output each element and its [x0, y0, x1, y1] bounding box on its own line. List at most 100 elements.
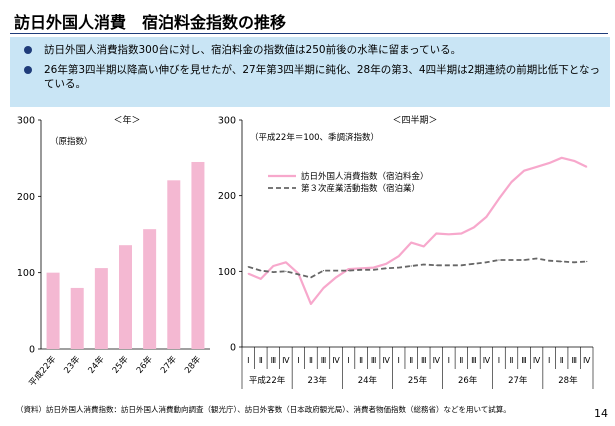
year-label: 26年: [458, 375, 478, 386]
bar-平成22年: [46, 272, 60, 349]
series-2-point: [448, 264, 450, 266]
bar-x-tick-label: 23年: [62, 353, 83, 375]
series-2-point: [347, 269, 350, 272]
line-y-tick-label: 0: [230, 343, 236, 354]
series-1-point: [247, 273, 249, 275]
series-2-point: [247, 266, 249, 268]
quarter-label: Ⅰ: [548, 356, 550, 365]
series-1-point: [347, 268, 350, 270]
summary-bullet-1: 訪日外国人消費指数300台に対し、宿泊料金の指数値は250前後の水準に留まってい…: [24, 43, 602, 57]
series-2-point: [573, 261, 575, 263]
series-1-point: [260, 278, 262, 280]
bar-y-tick-label: 0: [29, 345, 35, 356]
series-1-point: [460, 232, 462, 235]
quarter-label: Ⅲ: [321, 356, 327, 365]
series-line-2: [248, 257, 587, 279]
series-2-point: [410, 265, 412, 267]
series-1-point: [385, 263, 387, 265]
bar-26年: [143, 229, 157, 349]
page-title: 訪日外国人消費 宿泊料金指数の推移: [14, 13, 287, 32]
series-1-point: [285, 261, 287, 263]
bar-x-tick-label: 26年: [134, 353, 155, 375]
quarter-label: Ⅰ: [498, 356, 500, 365]
line-y-tick-label: 200: [218, 191, 236, 202]
quarter-label: Ⅲ: [571, 356, 577, 365]
bar-x-tick-label: 28年: [182, 353, 203, 375]
quarter-label: Ⅰ: [347, 356, 349, 365]
series-2-point: [548, 260, 550, 262]
series-1-point: [360, 267, 362, 269]
series-2-point: [398, 266, 400, 269]
year-label: 27年: [508, 375, 528, 386]
series-2-point: [310, 276, 312, 278]
series-1-point: [310, 303, 312, 305]
quarter-label: Ⅱ: [560, 356, 564, 365]
quarter-label: Ⅲ: [371, 356, 377, 365]
quarter-label: Ⅱ: [459, 356, 463, 365]
bar-chart-title: ＜年＞: [113, 114, 140, 126]
year-label: 28年: [558, 375, 578, 386]
series-2-point: [535, 257, 538, 260]
year-label: 24年: [358, 375, 378, 386]
series-1-point: [373, 266, 375, 269]
summary-bullet-2: 26年第3四半期以降高い伸びを見せたが、27年第3四半期に鈍化、28年の第3、4…: [24, 63, 602, 91]
quarter-label: Ⅱ: [259, 356, 263, 365]
bar-25年: [119, 245, 132, 349]
series-2-point: [297, 273, 300, 275]
legend-label-2: 第３次産業活動指数（宿泊業）: [301, 183, 420, 194]
quarter-label: Ⅰ: [448, 356, 450, 365]
bar-23年: [70, 287, 84, 349]
quarter-label: Ⅰ: [297, 356, 299, 365]
page-number: 14: [594, 407, 608, 420]
line-chart-title: ＜四半期＞: [392, 114, 437, 126]
series-1-point: [322, 287, 325, 289]
bar-28年: [191, 161, 205, 349]
quarter-label: Ⅳ: [282, 356, 290, 365]
bar-27年: [167, 180, 181, 349]
series-1-point: [410, 241, 412, 244]
year-label: 平成22年: [249, 375, 286, 386]
series-1-point: [485, 216, 488, 218]
bar-24年: [94, 268, 108, 349]
quarter-label: Ⅳ: [483, 356, 491, 365]
quarter-label: Ⅲ: [521, 356, 527, 365]
series-1-point: [573, 160, 575, 162]
series-2-point: [335, 269, 337, 272]
series-2-point: [260, 269, 262, 272]
year-label: 25年: [408, 375, 428, 386]
series-2-point: [473, 263, 475, 265]
series-line-1: [247, 156, 588, 305]
quarter-label: Ⅲ: [271, 356, 277, 365]
series-1-point: [423, 245, 425, 247]
bar-y-tick-label: 100: [17, 268, 35, 279]
footnote: （資料）訪日外国人消費指数：訪日外国人消費動向調査（観光庁）、訪日外客数（日本政…: [16, 405, 511, 414]
series-1-point: [398, 255, 400, 257]
series-1-point: [510, 181, 513, 183]
quarter-label: Ⅳ: [332, 356, 340, 365]
quarter-label: Ⅳ: [382, 356, 390, 365]
quarter-label: Ⅲ: [421, 356, 427, 365]
title-divider: [10, 33, 608, 34]
series-2-point: [360, 269, 362, 271]
series-2-point: [561, 260, 563, 263]
bar-x-tick-label: 25年: [110, 353, 131, 375]
quarter-label: Ⅰ: [247, 356, 249, 365]
series-1-point: [435, 232, 437, 235]
quarter-label: Ⅲ: [471, 356, 477, 365]
series-2-point: [423, 263, 425, 266]
line-y-tick-label: 300: [218, 116, 236, 127]
series-2-point: [373, 269, 375, 271]
bar-x-tick-label: 27年: [158, 353, 179, 375]
series-1-point: [473, 226, 475, 229]
series-2-point: [435, 264, 437, 266]
series-2-point: [460, 264, 462, 266]
bar-x-tick-label: 平成22年: [27, 353, 59, 388]
series-1-point: [448, 233, 450, 235]
series-2-point: [586, 260, 588, 263]
quarter-label: Ⅱ: [510, 356, 514, 365]
summary-panel: 訪日外国人消費指数300台に対し、宿泊料金の指数値は250前後の水準に留まってい…: [10, 37, 610, 107]
quarter-label: Ⅱ: [409, 356, 413, 365]
series-2-point: [322, 269, 325, 272]
series-2-point: [385, 267, 387, 269]
